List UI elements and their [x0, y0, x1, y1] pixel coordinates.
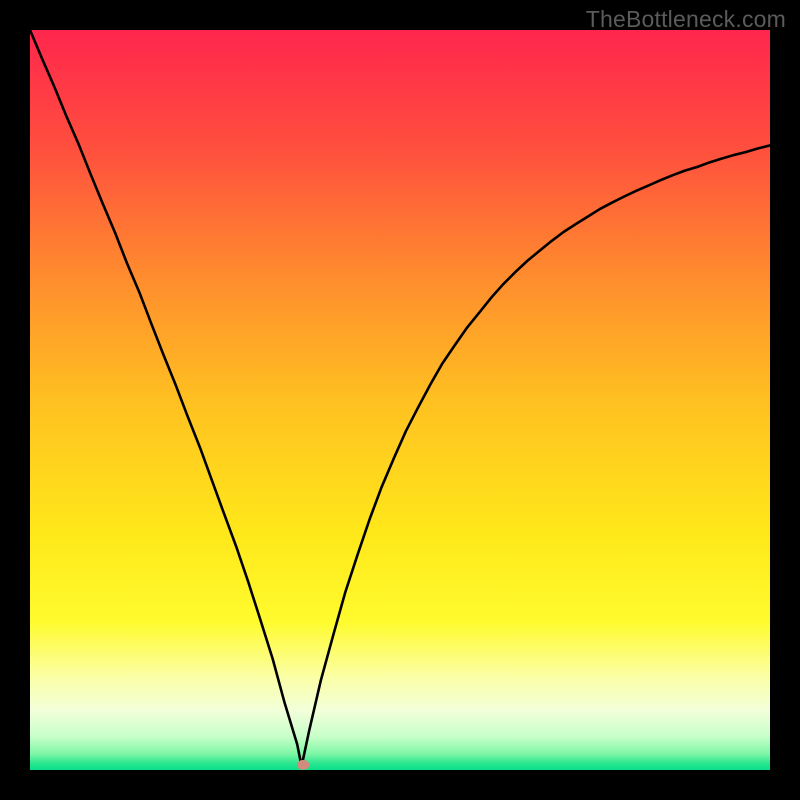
- min-marker: [297, 760, 309, 770]
- gradient-background: [30, 30, 770, 770]
- chart-svg: [30, 30, 770, 770]
- plot-area: [30, 30, 770, 770]
- chart-frame: TheBottleneck.com: [0, 0, 800, 800]
- watermark-text: TheBottleneck.com: [586, 6, 786, 33]
